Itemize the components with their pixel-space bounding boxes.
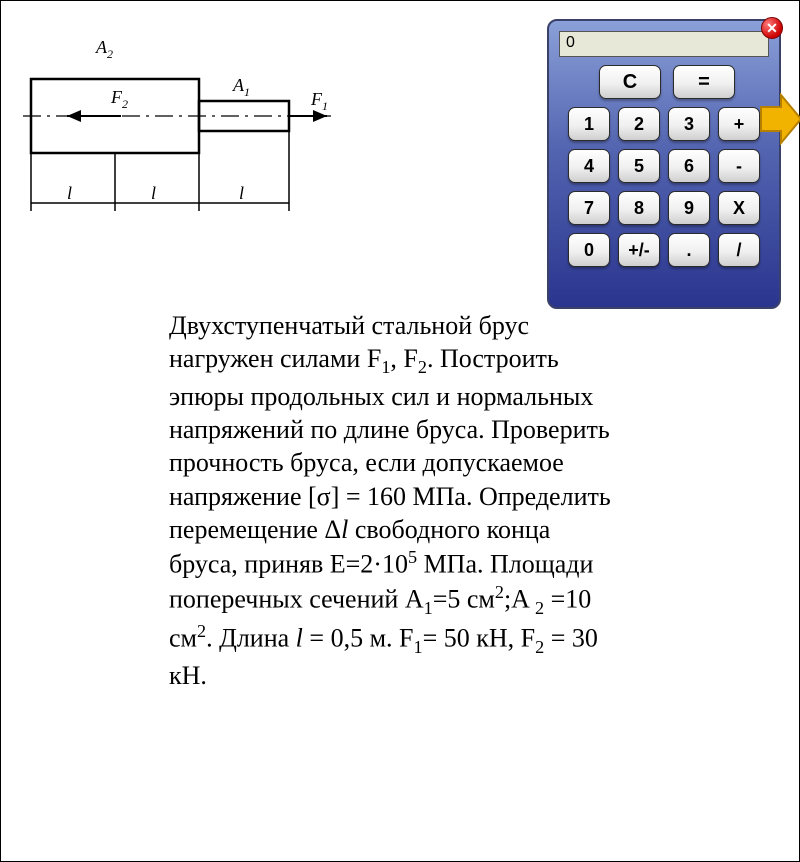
calc-5-button[interactable]: 5 (618, 149, 660, 183)
t: 2 (418, 357, 427, 377)
calc-7-button[interactable]: 7 (568, 191, 610, 225)
calc-equals-button[interactable]: = (673, 65, 735, 99)
t: l (296, 624, 303, 653)
svg-text:A1: A1 (232, 75, 250, 99)
calc-4-button[interactable]: 4 (568, 149, 610, 183)
close-icon[interactable]: ✕ (761, 17, 783, 39)
calc-minus-button[interactable]: - (718, 149, 760, 183)
calc-sign-button[interactable]: +/- (618, 233, 660, 267)
calc-6-button[interactable]: 6 (668, 149, 710, 183)
t: 1 (413, 637, 422, 657)
svg-text:l: l (239, 183, 244, 203)
svg-text:F2: F2 (110, 87, 128, 111)
calc-2-button[interactable]: 2 (618, 107, 660, 141)
calc-9-button[interactable]: 9 (668, 191, 710, 225)
t: = 0,5 м. F (303, 624, 414, 653)
arrow-right-icon (759, 93, 800, 145)
calc-8-button[interactable]: 8 (618, 191, 660, 225)
calculator-widget: ✕ 0 C = 1 2 3 + 4 5 6 - 7 8 9 X 0 +/- . … (547, 19, 781, 309)
svg-text:A2: A2 (95, 37, 113, 61)
t: 2 (535, 637, 544, 657)
t: , F (390, 344, 417, 373)
t: = 50 кН, F (423, 624, 536, 653)
calc-multiply-button[interactable]: X (718, 191, 760, 225)
t: 1 (424, 598, 433, 618)
t: 2 (197, 621, 206, 641)
svg-text:l: l (67, 183, 72, 203)
calc-display[interactable]: 0 (559, 31, 769, 57)
calc-plus-button[interactable]: + (718, 107, 760, 141)
t: 5 (408, 547, 417, 567)
t: ;A (504, 585, 535, 614)
calc-clear-button[interactable]: C (599, 65, 661, 99)
svg-text:l: l (151, 183, 156, 203)
t: =5 см (433, 585, 495, 614)
calc-divide-button[interactable]: / (718, 233, 760, 267)
calc-1-button[interactable]: 1 (568, 107, 610, 141)
t: 2 (495, 582, 504, 602)
t: 2 (535, 598, 544, 618)
calc-3-button[interactable]: 3 (668, 107, 710, 141)
calc-dot-button[interactable]: . (668, 233, 710, 267)
problem-text: Двухступенчатый стальной брус нагружен с… (169, 309, 614, 693)
beam-diagram: A2 A1 F2 F1 l l l (21, 31, 341, 241)
t: . Длина (206, 624, 296, 653)
svg-text:F1: F1 (310, 89, 328, 113)
calc-0-button[interactable]: 0 (568, 233, 610, 267)
